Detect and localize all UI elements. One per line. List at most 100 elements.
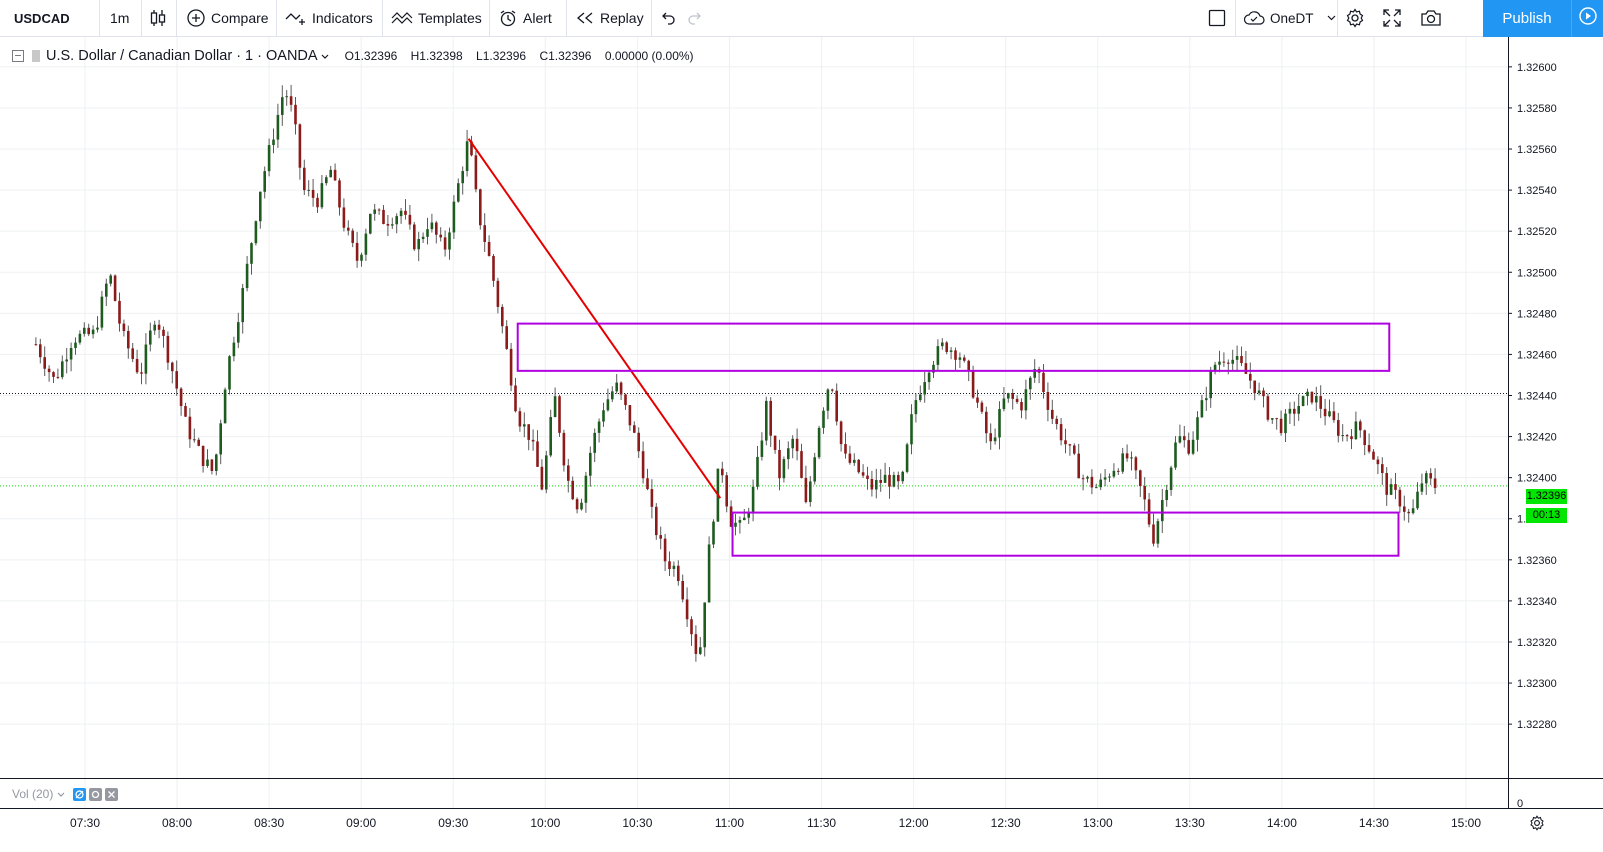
- candle-up: [364, 233, 368, 255]
- candle-down: [197, 439, 200, 446]
- chevron-down-icon[interactable]: [321, 48, 329, 64]
- volume-legend: Vol (20): [12, 787, 119, 801]
- alert-button[interactable]: Alert: [498, 0, 552, 36]
- candle-down: [1240, 356, 1243, 364]
- chart-style-button[interactable]: [150, 0, 166, 36]
- x-tick-label: 14:00: [1267, 816, 1297, 830]
- price-chart[interactable]: 1.32280 1.32300 1.32320 1.32340 1.32360 1.323…: [0, 37, 1603, 852]
- candle-down: [844, 444, 847, 454]
- candle-down: [690, 619, 693, 635]
- candle-down: [980, 402, 984, 412]
- candle-down: [122, 323, 126, 332]
- candle-up: [456, 183, 460, 202]
- candle-down: [56, 376, 60, 378]
- hide-indicator-icon[interactable]: [73, 787, 87, 801]
- candle-down: [298, 124, 302, 168]
- candle-up: [1033, 369, 1036, 378]
- candle-down: [1385, 473, 1388, 495]
- collapse-legend-icon[interactable]: [12, 50, 24, 62]
- candle-up: [100, 296, 104, 328]
- y-tick-label: 1.32440: [1517, 391, 1557, 403]
- candle-up: [82, 327, 86, 334]
- y-tick-label: 1.32480: [1517, 308, 1557, 320]
- compare-label: Compare: [211, 10, 269, 26]
- templates-button[interactable]: Templates: [391, 0, 482, 36]
- y-tick-label: 1.32540: [1517, 185, 1557, 197]
- trendline-drawing: [467, 138, 722, 499]
- candle-up: [936, 346, 940, 365]
- candle-up: [782, 459, 786, 479]
- y-tick-label: 1.32280: [1517, 719, 1557, 731]
- time-axis-bg: [0, 809, 1603, 852]
- candle-down: [778, 449, 781, 479]
- chevron-down-icon[interactable]: [57, 787, 65, 801]
- candle-down: [1332, 411, 1336, 421]
- publish-button[interactable]: Publish: [1483, 0, 1571, 37]
- close-value: C1.32396: [539, 49, 592, 63]
- fullscreen-icon: [1383, 9, 1401, 27]
- candle-down: [1182, 436, 1186, 441]
- candle-up: [703, 602, 706, 648]
- candle-down: [404, 210, 407, 215]
- candle-up: [1191, 439, 1195, 454]
- candle-up: [1341, 435, 1344, 437]
- candle-up: [1094, 487, 1098, 489]
- candle-down: [505, 326, 508, 349]
- snapshot-button[interactable]: [1420, 0, 1442, 36]
- candle-up: [368, 213, 372, 234]
- candle-up: [1213, 364, 1217, 372]
- candle-up: [1328, 411, 1331, 417]
- volume-label[interactable]: Vol (20): [12, 787, 54, 801]
- candle-up: [250, 243, 253, 264]
- candle-down: [725, 475, 728, 507]
- settings-button[interactable]: [1345, 0, 1365, 36]
- candle-down: [1042, 372, 1045, 393]
- toolbar-divider: [489, 0, 490, 36]
- fullscreen-button[interactable]: [1383, 0, 1401, 36]
- indicators-button[interactable]: Indicators: [285, 0, 373, 36]
- candle-down: [861, 472, 865, 476]
- y-tick-label: 1.32340: [1517, 596, 1557, 608]
- candle-down: [1116, 470, 1120, 472]
- x-tick-label: 11:30: [807, 816, 836, 830]
- axis-settings-button[interactable]: [1529, 815, 1545, 836]
- candle-down: [1429, 473, 1432, 479]
- candle-down: [540, 466, 544, 490]
- replay-button[interactable]: Replay: [576, 0, 644, 36]
- camera-icon: [1420, 9, 1442, 27]
- candle-up: [1130, 457, 1133, 459]
- candle-up: [813, 457, 816, 482]
- layout-name-button[interactable]: OneDT: [1243, 0, 1336, 36]
- candle-up: [1165, 489, 1168, 501]
- candle-up: [1086, 476, 1089, 479]
- candle-down: [945, 342, 948, 352]
- series-title[interactable]: U.S. Dollar / Canadian Dollar · 1 · OAND…: [46, 48, 318, 64]
- play-button[interactable]: [1571, 0, 1603, 37]
- candle-down: [1134, 457, 1138, 471]
- symbol-search-button[interactable]: USDCAD: [14, 0, 70, 36]
- candle-down: [500, 306, 504, 327]
- compare-button[interactable]: Compare: [187, 0, 269, 36]
- interval-button[interactable]: 1m: [110, 0, 129, 36]
- undo-button[interactable]: [660, 0, 676, 36]
- candle-down: [1068, 444, 1072, 446]
- candle-up: [1306, 391, 1309, 397]
- candle-up: [914, 400, 918, 415]
- candle-down: [681, 580, 684, 600]
- candle-up: [1314, 396, 1318, 403]
- x-tick-label: 09:00: [346, 816, 376, 830]
- candle-up: [1231, 359, 1234, 364]
- candle-up: [852, 459, 856, 463]
- y-tick-label: 1.32460: [1517, 349, 1557, 361]
- low-value: L1.32396: [476, 49, 527, 63]
- indicator-settings-icon[interactable]: [89, 787, 103, 801]
- select-layout-button[interactable]: [1208, 0, 1226, 36]
- candle-down: [1015, 398, 1019, 403]
- toolbar-divider: [99, 0, 100, 36]
- redo-button[interactable]: [687, 0, 703, 36]
- candle-up: [822, 410, 825, 428]
- y-tick-label: 1.32420: [1517, 432, 1557, 444]
- candle-down: [1407, 511, 1410, 514]
- candle-down: [1380, 464, 1384, 474]
- remove-indicator-icon[interactable]: [105, 787, 119, 801]
